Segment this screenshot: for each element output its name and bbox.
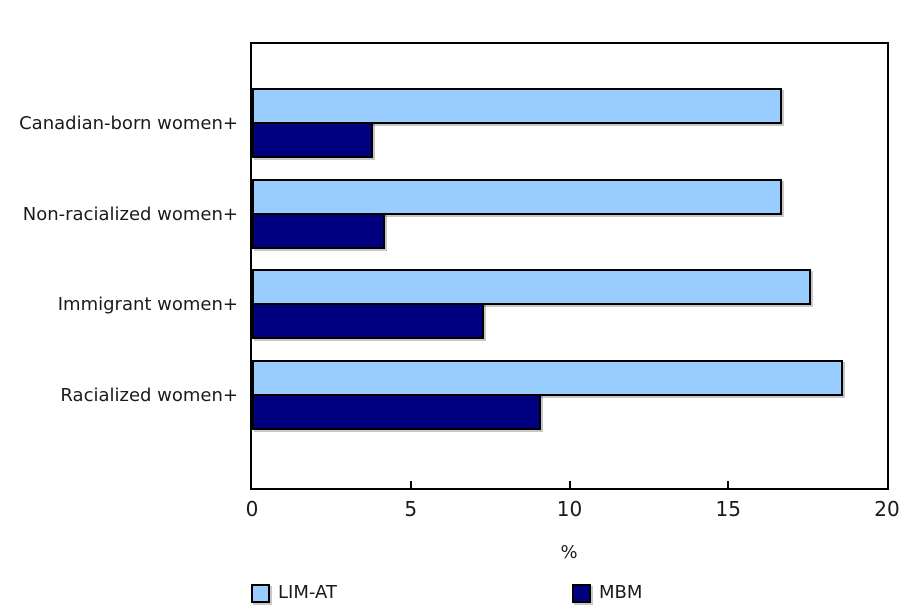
- category-label: Non-racialized women+: [22, 204, 238, 225]
- x-axis-tick-label: 20: [874, 497, 900, 521]
- x-axis-tick-label: 10: [556, 497, 583, 521]
- x-axis-tick-labels: 0 5 10 15 20: [246, 497, 900, 521]
- lim-at-swatch-icon: [251, 583, 270, 603]
- bar-lim-at: [252, 88, 783, 124]
- x-axis-tick: [409, 481, 412, 488]
- bar-group: [252, 88, 887, 158]
- bar-lim-at: [252, 360, 843, 396]
- x-axis-tick-label: 5: [404, 497, 418, 521]
- legend-item-lim-at: LIM-AT: [251, 582, 337, 604]
- legend-item-mbm: MBM: [572, 582, 642, 604]
- x-axis-unit-label: %: [560, 542, 578, 563]
- bar-group: [252, 360, 887, 430]
- category-label: Immigrant women+: [57, 294, 238, 315]
- x-axis-tick-label: 15: [715, 497, 741, 521]
- bar-mbm: [252, 122, 373, 158]
- plot-area: [250, 42, 889, 490]
- category-label: Racialized women+: [60, 385, 238, 406]
- bar-group: [252, 179, 887, 249]
- bar-mbm: [252, 303, 484, 339]
- bar-lim-at: [252, 269, 811, 305]
- bar-mbm: [252, 213, 386, 249]
- category-labels: Canadian-born women+ Non-racialized women…: [0, 0, 238, 615]
- category-label: Canadian-born women+: [19, 113, 238, 134]
- x-axis-tick-label: 0: [245, 497, 259, 521]
- bar-lim-at: [252, 179, 783, 215]
- legend-label-mbm: MBM: [599, 582, 643, 603]
- x-axis-tick: [727, 481, 730, 488]
- bar-mbm: [252, 394, 541, 430]
- legend-label-lim-at: LIM-AT: [278, 582, 337, 603]
- x-axis-tick: [568, 481, 571, 488]
- bar-group: [252, 269, 887, 339]
- mbm-swatch-icon: [572, 583, 591, 603]
